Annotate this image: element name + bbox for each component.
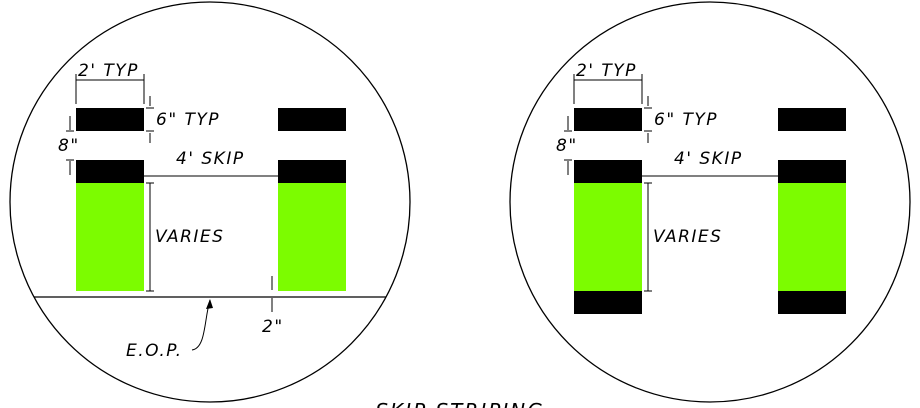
right-green-area-1 xyxy=(574,183,642,291)
right-gap-label: 8" xyxy=(556,136,578,156)
right-stripe-bottom-2 xyxy=(778,291,846,314)
diagram-title: SKIP STRIPING xyxy=(375,399,544,408)
left-offset-label: 2" xyxy=(262,317,284,337)
left-edge-label: E.O.P. xyxy=(126,341,183,361)
right-width-label: 2' TYP xyxy=(576,61,637,81)
left-width-label: 2' TYP xyxy=(78,61,139,81)
right-varies-label: VARIES xyxy=(653,227,722,247)
left-stripe-top-1 xyxy=(76,108,144,131)
right-stripe-mid-1 xyxy=(574,160,642,183)
right-skip-label: 4' SKIP xyxy=(674,149,743,169)
left-green-area-2 xyxy=(278,183,346,291)
right-stripe-mid-2 xyxy=(778,160,846,183)
left-skip-label: 4' SKIP xyxy=(176,149,245,169)
right-detail: 2' TYP 6" TYP 8" 4' SKIP VARIES xyxy=(509,1,911,403)
right-detail-circle xyxy=(509,1,911,403)
right-stripe-top-1 xyxy=(574,108,642,131)
left-gap-label: 8" xyxy=(58,136,80,156)
right-stripe-top-2 xyxy=(778,108,846,131)
left-detail-circle xyxy=(9,1,411,403)
right-stripe-bottom-1 xyxy=(574,291,642,314)
left-varies-label: VARIES xyxy=(155,227,224,247)
left-stripe-mid-1 xyxy=(76,160,144,183)
left-stripe-mid-2 xyxy=(278,160,346,183)
right-green-area-2 xyxy=(778,183,846,291)
right-height-label: 6" TYP xyxy=(654,110,718,130)
left-stripe-top-2 xyxy=(278,108,346,131)
left-detail: 2' TYP 6" TYP 8" 4' SKIP VARIES 2" E.O.P… xyxy=(9,1,411,403)
left-green-area-1 xyxy=(76,183,144,291)
left-height-label: 6" TYP xyxy=(156,110,220,130)
